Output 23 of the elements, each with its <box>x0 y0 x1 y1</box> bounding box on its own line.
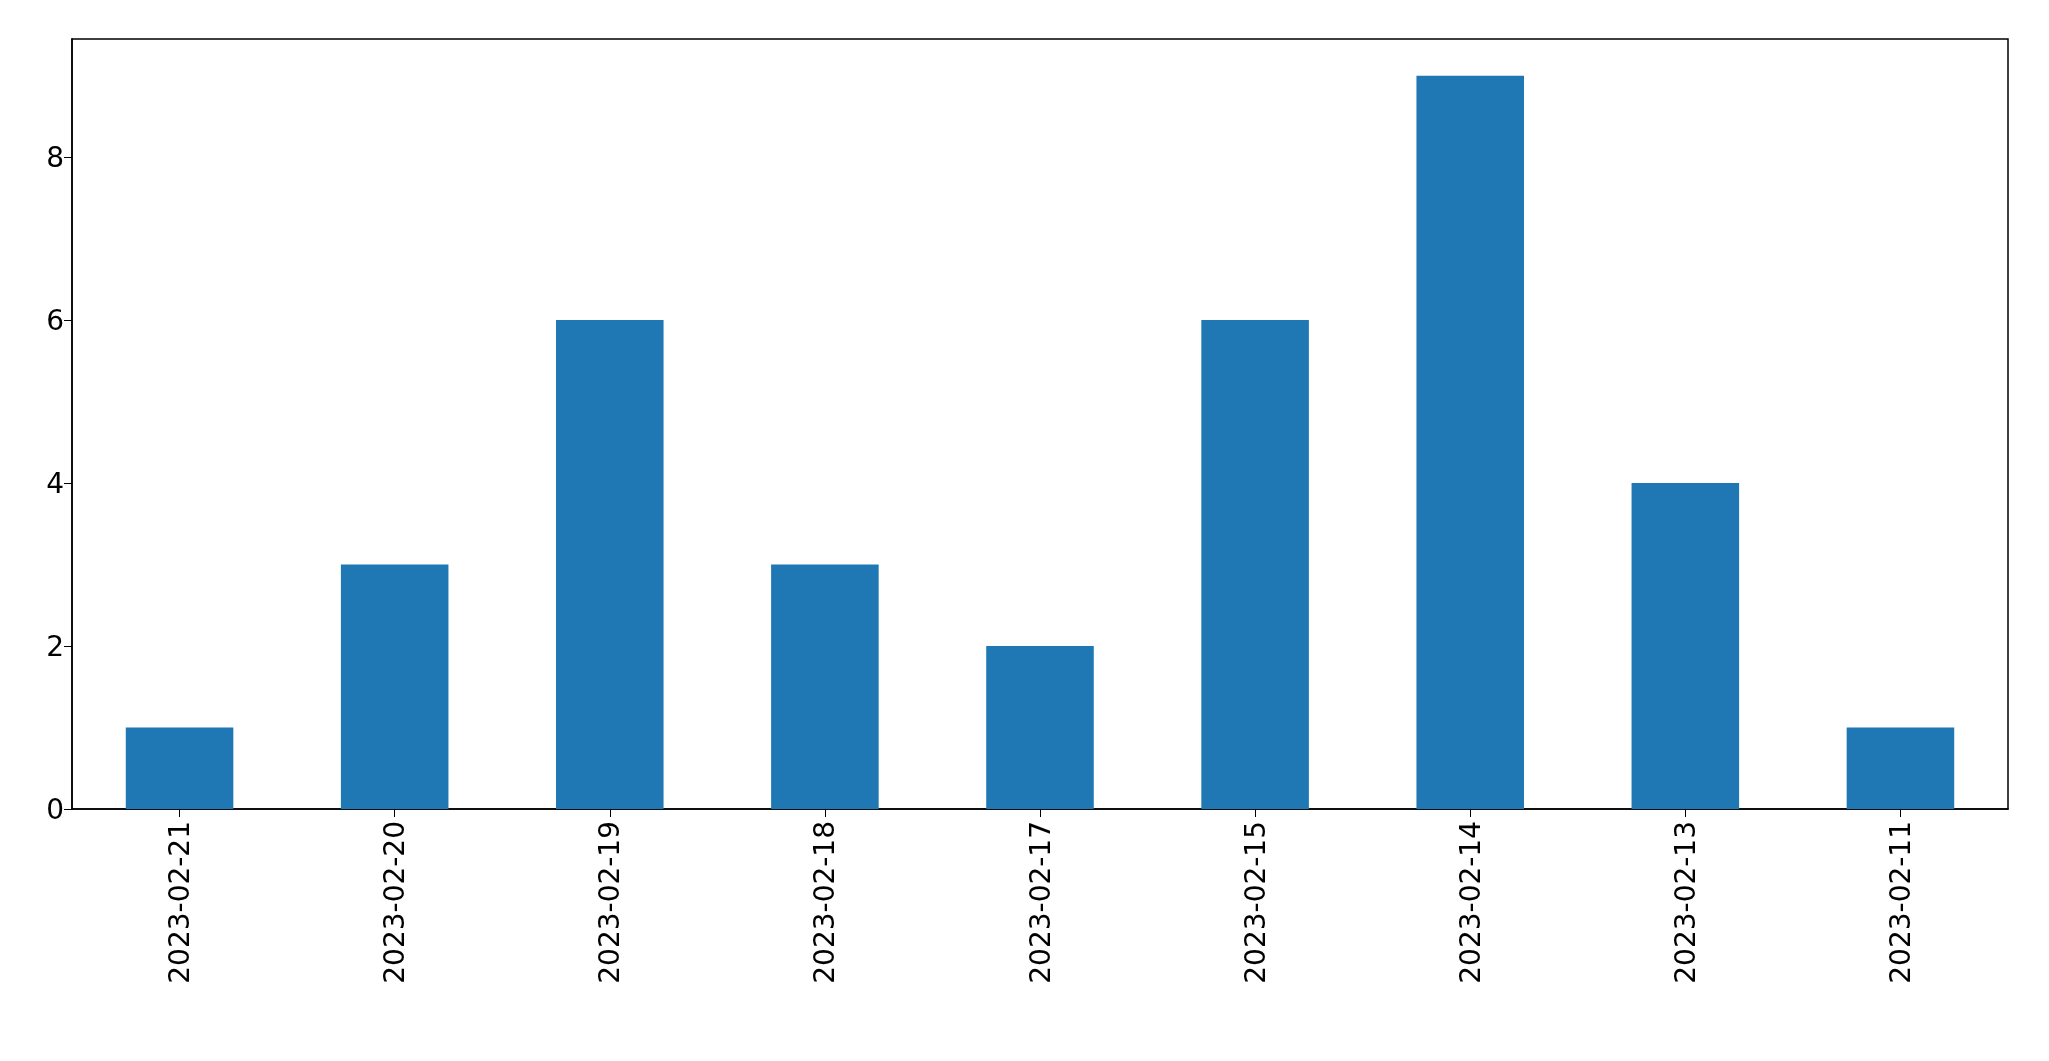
x-tick-label: 2023-02-17 <box>1023 821 1057 984</box>
y-tick-label: 4 <box>46 466 64 500</box>
x-tick-label: 2023-02-14 <box>1453 821 1487 984</box>
x-tick-label: 2023-02-11 <box>1883 821 1917 984</box>
y-tick-label: 0 <box>46 792 64 826</box>
x-tick-label: 2023-02-18 <box>808 821 842 984</box>
bar <box>125 727 234 809</box>
x-tick-label: 2023-02-19 <box>593 821 627 984</box>
x-tick-label: 2023-02-20 <box>378 821 412 984</box>
x-tick-label: 2023-02-15 <box>1238 821 1272 984</box>
bar <box>1631 483 1740 809</box>
y-tick-label: 8 <box>46 140 64 174</box>
x-tick-label: 2023-02-13 <box>1668 821 1702 984</box>
y-tick-label: 2 <box>46 629 64 663</box>
bar <box>1846 727 1955 809</box>
bar <box>1201 320 1309 809</box>
bar <box>986 646 1094 809</box>
bar <box>556 320 664 809</box>
x-tick-label: 2023-02-21 <box>163 821 197 984</box>
bar <box>771 564 879 809</box>
bar <box>340 564 449 809</box>
y-tick-label: 6 <box>46 303 64 337</box>
bar <box>1416 75 1524 809</box>
